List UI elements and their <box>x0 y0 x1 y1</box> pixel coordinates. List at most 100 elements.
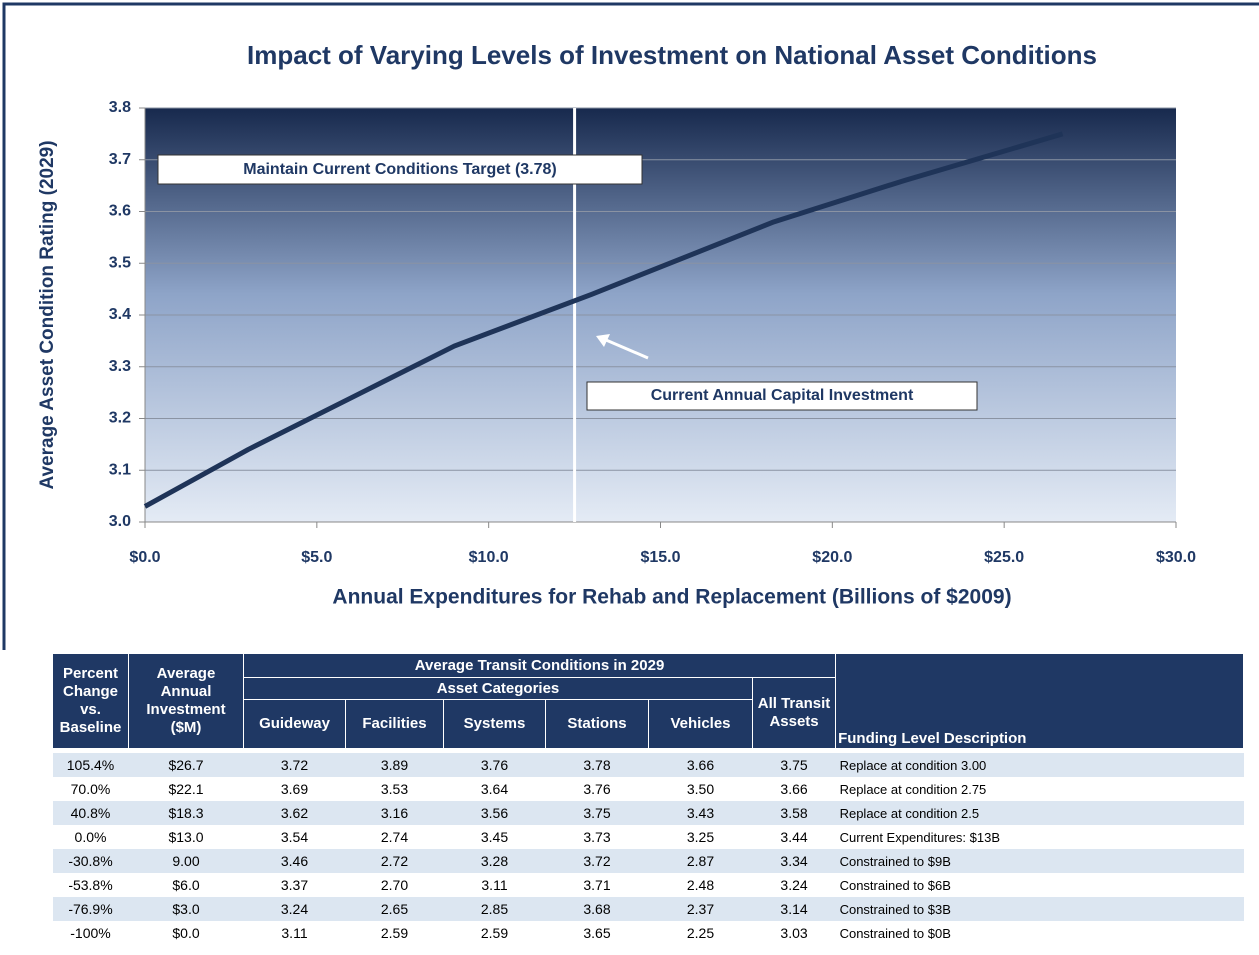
table-cell: 3.69 <box>280 781 309 797</box>
table-cell: 3.75 <box>752 753 836 777</box>
table-cell: 0.0% <box>74 829 107 845</box>
table-cell: Replace at condition 2.5 <box>835 801 1244 825</box>
header-cell: All Transit Assets <box>751 677 837 749</box>
table-cell: 3.44 <box>780 829 808 845</box>
table-cell: 3.62 <box>243 801 346 825</box>
y-tick-label: 3.0 <box>109 513 131 530</box>
x-tick-label: $5.0 <box>301 549 332 566</box>
y-axis-label: Average Asset Condition Rating (2029) <box>37 140 58 489</box>
table-cell: 2.37 <box>648 897 753 921</box>
table-cell: 2.65 <box>345 897 444 921</box>
table-cell: 9.00 <box>128 849 244 873</box>
y-tick-label: 3.5 <box>109 254 131 271</box>
annotation: Current Annual Capital Investment <box>651 387 914 404</box>
annotation: Maintain Current Conditions Target (3.78… <box>243 161 557 178</box>
table-cell: 40.8% <box>52 801 129 825</box>
header-cell: Funding Level Description <box>835 653 1245 749</box>
table-cell: 3.54 <box>280 829 309 845</box>
table-cell: $3.0 <box>128 897 244 921</box>
table-cell: Constrained to $3B <box>835 897 1244 921</box>
table-cell: Constrained to $9B <box>835 849 1244 873</box>
table-cell: $13.0 <box>168 829 204 845</box>
table-cell: 3.25 <box>686 829 715 845</box>
header-cell: Systems <box>443 699 546 749</box>
line <box>143 131 1064 509</box>
table-cell: 2.59 <box>380 925 409 941</box>
table-cell: 3.56 <box>443 801 546 825</box>
header-cell: Average Annual Investment ($M) <box>128 653 244 749</box>
x-tick-label: $10.0 <box>469 549 509 566</box>
y-tick-label: 3.1 <box>109 461 131 478</box>
arrow-head <box>596 334 610 347</box>
table-cell: 3.16 <box>345 801 444 825</box>
table-cell: 3.37 <box>280 877 309 893</box>
table-cell: 3.45 <box>480 829 509 845</box>
table-cell: Current Expenditures: $13B <box>839 829 1001 845</box>
y-tick-label: 3.8 <box>109 99 131 116</box>
table-cell: 3.64 <box>480 781 509 797</box>
header-cell: Percent Change vs. Baseline <box>52 653 129 749</box>
table-cell: 105.4% <box>52 753 129 777</box>
table-cell: 3.72 <box>545 849 649 873</box>
table-cell: 2.72 <box>345 849 444 873</box>
table-row: 70.0% $22.1 3.69 3.53 3.64 3.76 3.50 3.66 Replac… <box>53 777 1244 801</box>
table-cell: $22.1 <box>168 781 204 797</box>
annotation-box <box>157 154 643 185</box>
y-tick-label: 3.3 <box>109 358 131 375</box>
table-cell: 3.76 <box>443 753 546 777</box>
chart-title: Impact of Varying Levels of Investment o… <box>247 40 1097 70</box>
table-cell: Replace at condition 2.75 <box>839 781 987 797</box>
table-cell: 3.24 <box>780 877 808 893</box>
table-cell: 3.03 <box>780 925 808 941</box>
table-cell: 3.66 <box>780 781 808 797</box>
table-cell: 3.11 <box>481 877 508 893</box>
header-cell: Average Transit Conditions in 2029 <box>242 653 837 678</box>
table-cell: -53.8% <box>68 877 113 893</box>
table-cell: 3.46 <box>243 849 346 873</box>
table-cell: -30.8% <box>52 849 129 873</box>
table-cell: Constrained to $0B <box>839 925 951 941</box>
table-cell: 3.66 <box>648 753 753 777</box>
table-cell: 3.89 <box>345 753 444 777</box>
y-tick-label: 3.4 <box>109 306 131 323</box>
x-tick-label: $30.0 <box>1156 549 1196 566</box>
table-cell: 3.75 <box>545 801 649 825</box>
chart: Impact of Varying Levels of Investment o… <box>2 2 1259 650</box>
x-tick-label: $0.0 <box>129 549 160 566</box>
table-row: -53.8% $6.0 3.37 2.70 3.11 3.71 2.48 3.24 Constr… <box>53 873 1244 897</box>
annotation-box <box>586 381 978 411</box>
table-cell: 3.28 <box>443 849 546 873</box>
y-tick-label: 3.7 <box>109 151 131 168</box>
table-cell: 3.73 <box>583 829 611 845</box>
table-row: -100% $0.0 3.11 2.59 2.59 3.65 2.25 3.03 Constra… <box>53 921 1244 945</box>
x-tick-label: $15.0 <box>640 549 680 566</box>
header-cell: Vehicles <box>648 699 753 749</box>
table-row: -76.9% $3.0 3.24 2.65 2.85 3.68 2.37 3.14 Constr… <box>52 897 1244 921</box>
y-tick-label: 3.6 <box>109 203 131 220</box>
table-cell: Replace at condition 3.00 <box>835 753 1244 777</box>
frame <box>2 2 1259 650</box>
table-cell: 3.76 <box>583 781 611 797</box>
arrow <box>605 338 649 360</box>
table-cell: $26.7 <box>128 753 244 777</box>
table-cell: $6.0 <box>172 877 200 893</box>
table-cell: 3.72 <box>243 753 346 777</box>
table-cell: 3.50 <box>686 781 715 797</box>
table-cell: $18.3 <box>128 801 244 825</box>
table-cell: 2.48 <box>686 877 715 893</box>
x-tick-label: $25.0 <box>984 549 1024 566</box>
table-cell: 3.68 <box>545 897 649 921</box>
funding-table: Percent Change vs. Baseline Average Annu… <box>52 653 1245 945</box>
table-cell: 2.87 <box>648 849 753 873</box>
table-cell: Constrained to $6B <box>839 877 951 893</box>
table-cell: 2.85 <box>443 897 546 921</box>
x-tick-label: $20.0 <box>812 549 852 566</box>
header-cell: Facilities <box>345 699 444 749</box>
table-row: 40.8% $18.3 3.62 3.16 3.56 3.75 3.43 3.58 Replac… <box>52 801 1244 825</box>
table-row: 105.4% $26.7 3.72 3.89 3.76 3.78 3.66 3.75 Repla… <box>52 753 1244 777</box>
x-axis-label: Annual Expenditures for Rehab and Replac… <box>332 586 1011 609</box>
table-cell: 3.65 <box>583 925 611 941</box>
table-cell: 3.53 <box>380 781 409 797</box>
table-cell: 2.74 <box>380 829 409 845</box>
